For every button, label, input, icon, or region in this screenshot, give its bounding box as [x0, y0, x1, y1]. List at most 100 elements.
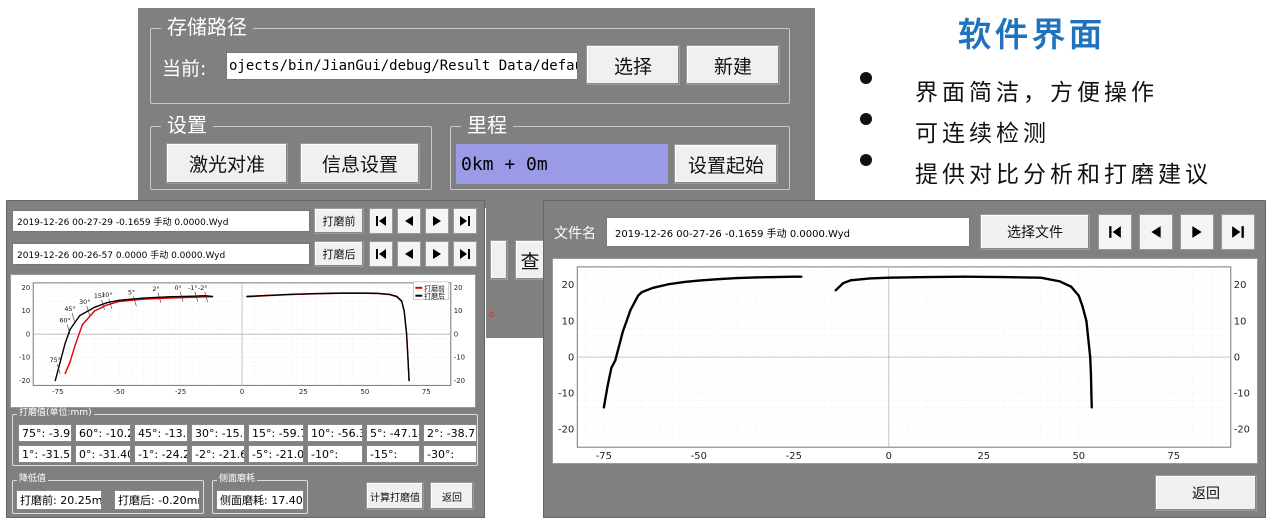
x-tick-label: 25	[978, 451, 991, 462]
next-button[interactable]	[425, 241, 449, 267]
grind-value-cell: 0°: -31.40	[75, 445, 131, 463]
feature-item-1: 界面简洁，方便操作	[915, 80, 1158, 106]
series-line	[246, 292, 410, 381]
compute-grind-button[interactable]: 计算打磨值	[366, 482, 424, 510]
settings-group: 设置	[150, 115, 432, 190]
data-point	[74, 345, 76, 347]
y-tick-label: -10	[558, 388, 574, 399]
data-point	[211, 295, 214, 297]
data-point	[716, 278, 719, 281]
last-button[interactable]	[453, 241, 477, 267]
y-tick-label: -20	[558, 424, 574, 435]
prev-button[interactable]	[397, 241, 421, 267]
partial-query-button[interactable]: 查	[515, 240, 545, 280]
x-tick-label: 0	[886, 451, 892, 462]
first-button[interactable]	[1098, 214, 1132, 250]
y-tick-label: 0	[568, 352, 574, 363]
x-tick-label: -25	[786, 451, 802, 462]
last-button[interactable]	[453, 208, 477, 234]
right-back-button[interactable]: 返回	[1155, 475, 1257, 511]
prev-button[interactable]	[397, 208, 421, 234]
data-point	[849, 279, 852, 282]
bullet-icon	[860, 154, 872, 166]
data-point	[64, 373, 66, 375]
angle-label: 2°	[152, 285, 159, 293]
series-line	[54, 294, 213, 381]
y-tick-label: -10	[19, 354, 30, 362]
x-tick-label: -50	[114, 388, 125, 396]
data-point	[629, 309, 632, 312]
data-point	[636, 294, 640, 297]
right-profile-chart: -75 -50 -25 0 25 50 75 20 20 10 10 0 0 -10 -10 -20 -20	[552, 258, 1258, 464]
data-point	[94, 310, 96, 312]
next-icon	[433, 216, 441, 226]
drop-value-group: 降低值	[12, 474, 204, 514]
x-tick-label: 0	[240, 388, 244, 396]
skip-last-icon	[1232, 226, 1244, 238]
partial-white-button[interactable]	[490, 240, 508, 280]
angle-label: 60°	[59, 316, 70, 324]
data-point	[1089, 355, 1092, 359]
last-button[interactable]	[1221, 214, 1255, 250]
left-back-button[interactable]: 返回	[430, 482, 474, 510]
data-point	[167, 296, 169, 298]
grind-value-cell: 1°: -31.53	[18, 445, 72, 463]
y-tick-label: -20	[19, 377, 30, 385]
data-point	[364, 292, 366, 294]
prev-button[interactable]	[1139, 214, 1173, 250]
info-settings-button[interactable]: 信息设置	[300, 143, 420, 184]
file-before-field[interactable]: 2019-12-26 00-27-29 -0.1659 手动 0.0000.Wy…	[12, 210, 310, 232]
mileage-field[interactable]: 0km + 0m	[456, 144, 668, 184]
filename-label: 文件名	[554, 226, 596, 242]
next-button[interactable]	[1180, 214, 1214, 250]
laser-align-button[interactable]: 激光对准	[166, 143, 288, 184]
storage-path-title: 存储路径	[161, 17, 253, 37]
angle-label: 0°	[175, 284, 182, 292]
angle-tick	[66, 324, 71, 335]
file-after-field[interactable]: 2019-12-26 00-26-57 0.0000 手动 0.0000.Wyd	[12, 243, 310, 265]
angle-label: 30°	[79, 298, 90, 306]
data-point	[401, 300, 403, 302]
skip-first-icon	[376, 216, 386, 226]
data-point	[754, 276, 757, 279]
angle-label: 75°	[50, 356, 61, 364]
y-tick-label: 0	[26, 330, 30, 338]
set-start-button[interactable]: 设置起始	[674, 144, 778, 184]
first-button[interactable]	[369, 208, 393, 234]
data-point	[54, 380, 56, 382]
angle-tick	[101, 299, 105, 310]
before-file-button[interactable]: 打磨前	[314, 208, 364, 234]
choose-file-button[interactable]: 选择文件	[980, 214, 1090, 250]
bullet-icon	[860, 113, 872, 125]
prev-icon	[405, 249, 413, 259]
grind-value-cell: 10°: -56.38	[307, 424, 363, 442]
y-tick-label-right: -10	[1234, 388, 1250, 399]
y-tick-label: 10	[562, 316, 575, 327]
settings-title: 设置	[161, 115, 213, 135]
data-point	[79, 314, 81, 317]
after-file-button[interactable]: 打磨后	[314, 241, 364, 267]
data-point	[633, 301, 636, 305]
first-button[interactable]	[369, 241, 393, 267]
data-point	[925, 275, 928, 279]
data-point	[408, 380, 410, 382]
legend-label: 打磨前	[424, 284, 445, 293]
angle-tick	[204, 291, 208, 302]
data-point	[290, 293, 292, 295]
new-path-button[interactable]: 新建	[686, 45, 780, 85]
storage-path-group: 存储路径	[150, 17, 790, 104]
grind-value-cell: 60°: -10.28	[75, 424, 131, 442]
data-point	[1090, 391, 1093, 395]
filename-field[interactable]: 2019-12-26 00-27-26 -0.1659 手动 0.0000.Wy…	[606, 217, 970, 247]
current-path-field[interactable]: ojects/bin/JianGui/debug/Result Data/def…	[226, 52, 578, 80]
y-tick-label-right: -20	[454, 377, 465, 385]
next-button[interactable]	[425, 208, 449, 234]
y-tick-label-right: -10	[454, 354, 465, 362]
data-point	[69, 361, 71, 363]
series-line	[602, 275, 802, 408]
data-point	[246, 295, 248, 297]
grind-value-cell: -1°: -24.28	[134, 445, 188, 463]
data-point	[667, 283, 670, 286]
choose-path-button[interactable]: 选择	[586, 45, 680, 85]
side-wear-title: 侧面磨耗	[217, 474, 258, 484]
